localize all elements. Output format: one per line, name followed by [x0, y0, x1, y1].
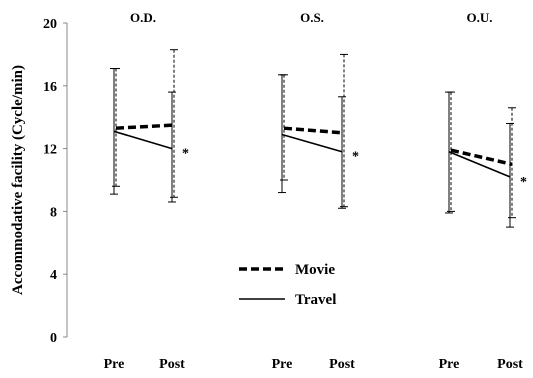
group-1: O.S. Pre Post *: [272, 10, 359, 372]
y-axis-label: Accommodative facility (Cycle/min): [10, 65, 26, 295]
group-title: O.U.: [467, 10, 493, 25]
legend: Movie Travel: [239, 262, 336, 308]
x-tick-label: Post: [497, 357, 523, 372]
significance-marker: *: [352, 150, 359, 165]
x-tick-label: Post: [329, 357, 355, 372]
series-line: [113, 130, 173, 150]
y-tick-label: 16: [43, 80, 57, 95]
group-0: O.D. Pre Post *: [104, 10, 189, 372]
series-travel: *: [110, 68, 189, 203]
y-tick-label: 8: [50, 205, 57, 220]
y-tick-label: 0: [50, 331, 57, 346]
legend-label-movie: Movie: [295, 262, 335, 278]
group-title: O.S.: [300, 10, 324, 25]
significance-marker: *: [520, 175, 527, 190]
series-travel: *: [445, 91, 527, 228]
significance-marker: *: [182, 147, 189, 162]
series-travel: *: [278, 74, 359, 209]
group-title: O.D.: [130, 10, 156, 25]
series-line: [283, 126, 345, 135]
series-movie: [112, 49, 178, 198]
series-line: [281, 133, 343, 153]
series-line: [115, 123, 175, 130]
group-2: O.U. Pre Post *: [439, 10, 527, 372]
x-tick-label: Pre: [272, 357, 293, 372]
series-line: [450, 148, 513, 167]
plot-area: O.D. Pre Post * O.S. Pre Post * O.U. Pre Post *: [104, 10, 527, 372]
x-tick-label: Pre: [439, 357, 460, 372]
x-tick-label: Post: [159, 357, 185, 372]
series-movie: [280, 53, 348, 208]
y-tick-label: 4: [50, 268, 57, 283]
y-tick-label: 20: [43, 17, 57, 32]
legend-label-travel: Travel: [295, 292, 336, 308]
y-axis: 0 4 8 12 16 20: [43, 17, 68, 346]
x-tick-label: Pre: [104, 357, 125, 372]
series-line: [448, 151, 511, 178]
y-tick-label: 12: [43, 143, 57, 158]
